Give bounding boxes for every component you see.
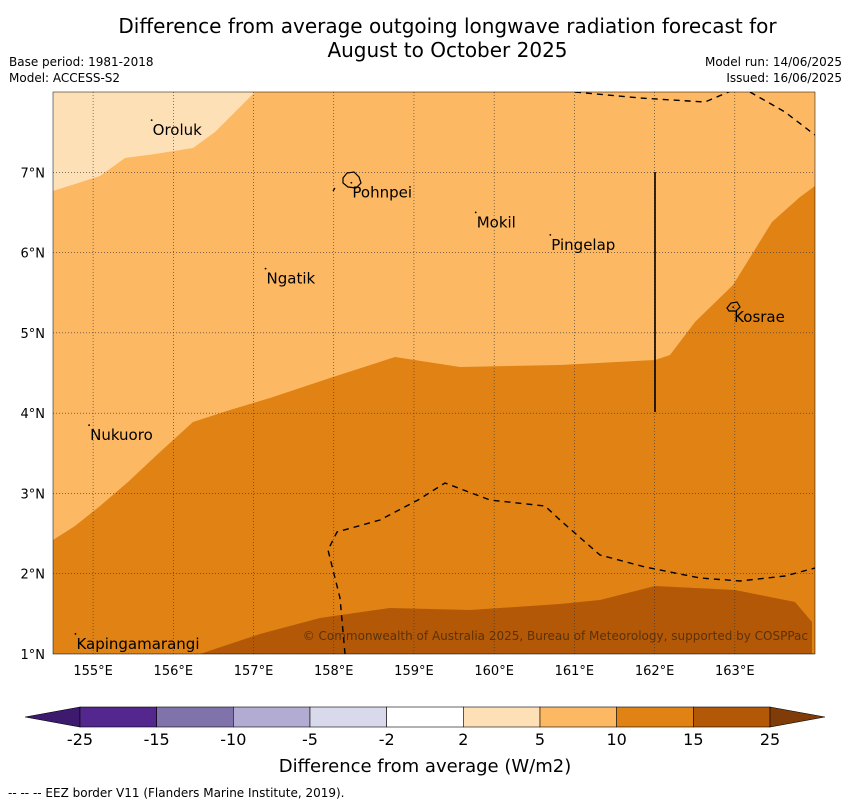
colorbar-label: Difference from average (W/m2)	[279, 756, 571, 777]
place-label: Pohnpei	[352, 184, 412, 202]
graticule	[53, 92, 815, 654]
colorbar-tick-label: 2	[458, 730, 468, 749]
lon-tick-label: 156°E	[154, 664, 194, 679]
map-title: Difference from average outgoing longwav…	[0, 14, 850, 62]
lon-tick-label: 162°E	[635, 664, 675, 679]
band-2-5	[53, 92, 255, 191]
colorbar-segment	[463, 706, 541, 728]
colorbar-tick-label: -25	[67, 730, 93, 749]
colorbar-segment	[539, 706, 617, 728]
colorbar-tick-label: 15	[683, 730, 703, 749]
lon-tick-label: 160°E	[474, 664, 514, 679]
place-label: Oroluk	[153, 121, 202, 139]
lon-tick-label: 161°E	[555, 664, 595, 679]
colorbar-tick-label: -15	[144, 730, 170, 749]
eez-border-north	[574, 92, 731, 103]
colorbar-segment	[693, 706, 771, 728]
place-labels: Oroluk Pohnpei Mokil Pingelap Ngatik Kosrae Nu…	[74, 119, 785, 653]
colorbar-tick-label: -2	[379, 730, 395, 749]
colorbar-extend-high	[769, 706, 826, 728]
lat-tick-label: 7°N	[21, 166, 46, 181]
place-marker	[74, 633, 77, 635]
colorbar-extend-low	[24, 706, 81, 728]
copyright-note: © Commonwealth of Australia 2025, Bureau…	[303, 629, 808, 643]
place-label: Kapingamarangi	[76, 635, 199, 653]
place-marker	[350, 181, 353, 184]
kosrae-outline	[726, 301, 741, 312]
base-period: Base period: 1981-2018	[9, 55, 154, 69]
colorbar-segment	[233, 706, 311, 728]
colorbar-tick-label: -5	[302, 730, 318, 749]
map-frame	[52, 91, 816, 655]
place-label: Pingelap	[551, 236, 615, 254]
colorbar-tick-label: 5	[535, 730, 545, 749]
lat-tick-label: 6°N	[21, 247, 46, 262]
colorbar-segment	[616, 706, 694, 728]
colorbar: -25 -15 -10 -5 -2 2 5 10 15 25	[24, 706, 826, 749]
place-marker	[732, 306, 735, 309]
colorbar-segment	[309, 706, 387, 728]
lon-tick-label: 155°E	[73, 664, 113, 679]
colorbar-tick-label: 25	[760, 730, 780, 749]
place-label: Kosrae	[734, 308, 785, 326]
place-label: Mokil	[477, 213, 516, 231]
lat-tick-label: 4°N	[21, 407, 46, 422]
colorbar-tick-label: -10	[220, 730, 246, 749]
lat-tick-label: 2°N	[21, 568, 46, 583]
meta-left: Base period: 1981-2018 Model: ACCESS-S2	[9, 54, 154, 86]
band-10-15	[53, 186, 815, 654]
meta-right: Model run: 14/06/2025 Issued: 16/06/2025	[705, 54, 842, 86]
lat-tick-label: 3°N	[21, 487, 46, 502]
issued-date: Issued: 16/06/2025	[726, 71, 842, 85]
eez-border-south	[327, 482, 815, 654]
place-marker	[150, 119, 153, 121]
place-marker	[549, 234, 552, 236]
lon-tick-label: 157°E	[234, 664, 274, 679]
title-line-2: August to October 2025	[327, 38, 568, 62]
contour-fill	[53, 92, 815, 654]
place-marker	[264, 267, 267, 270]
eez-footnote: -- -- -- EEZ border V11 (Flanders Marine…	[8, 786, 345, 800]
longitude-ticks: 155°E 156°E 157°E 158°E 159°E 160°E 161°E 162°E…	[73, 664, 754, 679]
place-marker	[88, 424, 90, 427]
lon-tick-label: 163°E	[715, 664, 755, 679]
place-label: Ngatik	[267, 270, 316, 288]
latitude-ticks: 1°N 2°N 3°N 4°N 5°N 6°N 7°N	[21, 166, 46, 663]
model-run: Model run: 14/06/2025	[704, 55, 842, 69]
pohnpei-islet	[332, 187, 336, 192]
place-marker	[474, 211, 477, 214]
eez-borders	[327, 92, 815, 654]
colorbar-segment	[386, 706, 464, 728]
island-outlines	[332, 171, 741, 312]
band-15-25	[200, 586, 812, 654]
lat-tick-label: 1°N	[21, 648, 46, 663]
place-label: Nukuoro	[90, 426, 153, 444]
lon-tick-label: 158°E	[314, 664, 354, 679]
colorbar-segment	[156, 706, 234, 728]
model-name: Model: ACCESS-S2	[9, 71, 121, 85]
colorbar-tick-label: 10	[606, 730, 626, 749]
pohnpei-outline	[342, 171, 362, 189]
title-line-1: Difference from average outgoing longwav…	[118, 14, 777, 38]
lon-tick-label: 159°E	[394, 664, 434, 679]
colorbar-segment	[79, 706, 157, 728]
lat-tick-label: 5°N	[21, 327, 46, 342]
eez-border-northeast	[749, 92, 815, 136]
